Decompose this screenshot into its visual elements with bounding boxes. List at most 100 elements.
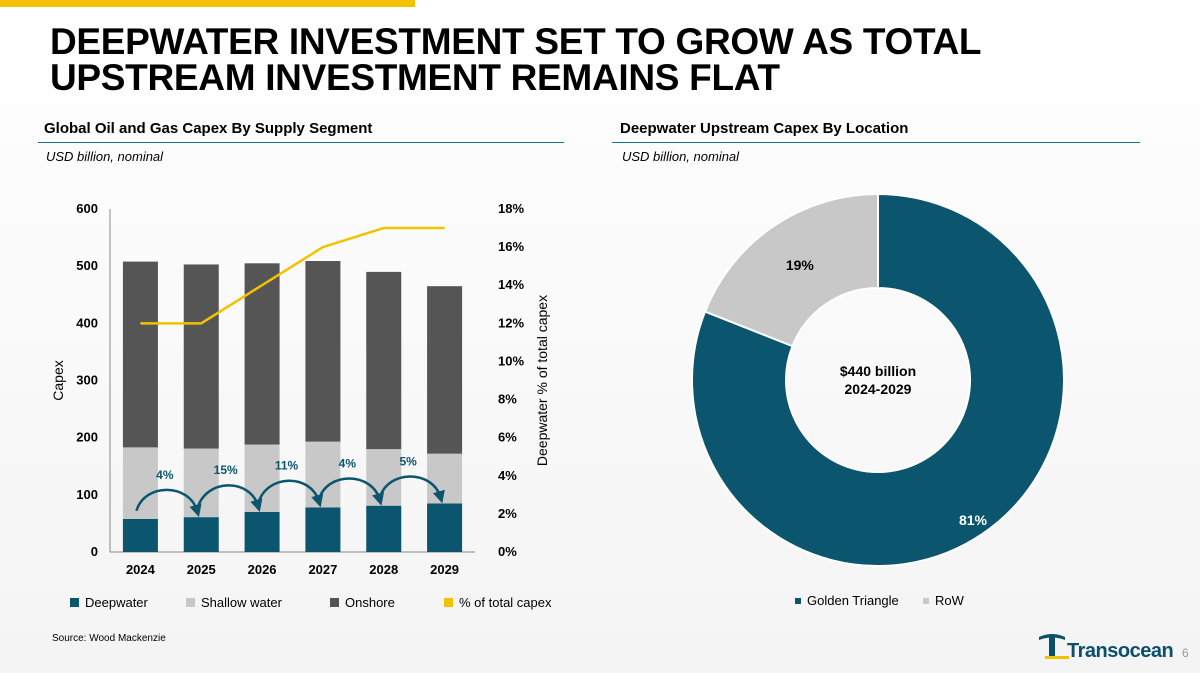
deepwater-location-donut-chart: 81% 19% $440 billion 2024-2029 xyxy=(691,192,1065,567)
y2-tick-label: 8% xyxy=(498,392,517,407)
growth-label: 5% xyxy=(399,454,417,468)
bar-chart-labels: 0 100 200 300 400 500 600 0% 2% 4% 6% 8% 10% 12% 14% 16… xyxy=(50,201,550,577)
x-tick-label: 2028 xyxy=(369,562,398,577)
x-tick-label: 2027 xyxy=(308,562,337,577)
donut-center-period: 2024-2029 xyxy=(845,381,912,397)
right-panel-rule xyxy=(612,142,1140,143)
growth-label: 15% xyxy=(214,463,238,477)
y2-tick-label: 14% xyxy=(498,277,524,292)
legend-swatch xyxy=(795,597,801,604)
transocean-logo-mark-icon xyxy=(1039,634,1069,659)
bar-deepwater-2025 xyxy=(183,517,219,552)
growth-arrow-2 xyxy=(196,484,263,512)
right-panel-subtitle: USD billion, nominal xyxy=(622,149,740,164)
bar-deepwater-2026 xyxy=(244,511,280,552)
bar-chart-percent-line xyxy=(140,226,445,325)
legend-item-onshore: Onshore xyxy=(330,595,395,610)
legend-label: % of total capex xyxy=(459,595,552,610)
bar-deepwater-2024 xyxy=(122,518,158,552)
title-line-2: UPSTREAM INVESTMENT REMAINS FLAT xyxy=(50,57,780,98)
y2-tick-label: 12% xyxy=(498,315,524,330)
legend-label: RoW xyxy=(935,593,964,608)
bar-onshore-2027 xyxy=(305,261,341,442)
transocean-logo: Transocean xyxy=(1035,628,1174,664)
bar-shallow-water-2028 xyxy=(366,449,402,506)
donut-slice-row xyxy=(703,192,879,348)
y-tick-label: 500 xyxy=(76,258,98,273)
right-panel-title: Deepwater Upstream Capex By Location xyxy=(620,120,909,137)
growth-arrow-4 xyxy=(317,477,385,506)
bar-shallow-water-2026 xyxy=(244,444,280,512)
bar-onshore-2028 xyxy=(366,271,402,450)
bar-deepwater-2029 xyxy=(427,503,463,552)
legend-label: Golden Triangle xyxy=(807,593,899,608)
legend-swatch xyxy=(330,598,339,607)
donut-slice-value-label: 81% xyxy=(959,512,988,528)
bar-onshore-2026 xyxy=(244,263,280,445)
bar-chart-bars xyxy=(122,261,463,552)
growth-arrow-3 xyxy=(256,479,324,508)
y2-tick-label: 18% xyxy=(498,201,524,216)
y2-axis-title: Deepwater % of total capex xyxy=(534,295,550,466)
logo-text: Transocean xyxy=(1067,640,1174,662)
legend-swatch xyxy=(70,598,79,607)
bar-onshore-2029 xyxy=(427,286,463,454)
legend-item--of-total-capex: % of total capex xyxy=(444,595,552,610)
legend-item-golden-triangle: Golden Triangle xyxy=(795,593,899,608)
left-panel-title: Global Oil and Gas Capex By Supply Segme… xyxy=(44,120,373,137)
bar-shallow-water-2024 xyxy=(122,447,158,519)
legend-item-deepwater: Deepwater xyxy=(70,595,148,610)
legend-swatch xyxy=(444,598,453,607)
legend-label: Shallow water xyxy=(201,595,282,610)
bar-onshore-2024 xyxy=(122,261,158,448)
bar-chart-axes xyxy=(109,209,475,553)
growth-label: 4% xyxy=(339,456,357,470)
legend-item-shallow-water: Shallow water xyxy=(186,595,282,610)
x-tick-label: 2024 xyxy=(126,562,156,577)
y2-tick-label: 2% xyxy=(498,506,517,521)
y-axis-title: Capex xyxy=(50,360,66,400)
y2-tick-label: 4% xyxy=(498,468,517,483)
left-panel-subtitle: USD billion, nominal xyxy=(46,149,164,164)
accent-top-bar xyxy=(0,0,415,7)
donut-slices xyxy=(691,192,1065,567)
capex-stacked-bar-chart: 0 100 200 300 400 500 600 0% 2% 4% 6% 8% 10% 12% 14% 16… xyxy=(50,201,550,577)
donut-slice-golden-triangle xyxy=(691,192,1065,567)
bar-onshore-2025 xyxy=(183,264,219,449)
y-tick-label: 200 xyxy=(76,430,98,445)
bar-deepwater-2027 xyxy=(305,507,341,552)
x-tick-label: 2026 xyxy=(248,562,277,577)
growth-arrow-1 xyxy=(135,488,202,518)
x-tick-label: 2025 xyxy=(187,562,216,577)
y2-tick-label: 16% xyxy=(498,239,524,254)
growth-label: 11% xyxy=(275,458,299,472)
y2-tick-label: 6% xyxy=(498,430,517,445)
y-tick-label: 600 xyxy=(76,201,98,216)
bar-shallow-water-2029 xyxy=(427,453,463,504)
y2-tick-label: 0% xyxy=(498,544,517,559)
donut-labels: 81% 19% $440 billion 2024-2029 xyxy=(786,257,988,528)
y-tick-label: 400 xyxy=(76,315,98,330)
legend-swatch xyxy=(923,597,929,604)
y2-tick-label: 10% xyxy=(498,353,524,368)
bar-chart-growth-arrows xyxy=(135,475,445,518)
donut-center-total: $440 billion xyxy=(840,363,916,379)
source-note: Source: Wood Mackenzie xyxy=(52,633,166,644)
legend-item-row: RoW xyxy=(923,593,964,608)
growth-arrow-5 xyxy=(378,475,445,504)
page-title: DEEPWATER INVESTMENT SET TO GROW AS TOTA… xyxy=(50,21,982,98)
donut-slice-value-label: 19% xyxy=(786,257,815,273)
y-tick-label: 100 xyxy=(76,487,98,502)
page-number: 6 xyxy=(1182,646,1189,660)
bar-deepwater-2028 xyxy=(366,505,402,552)
y-tick-label: 0 xyxy=(91,544,98,559)
percent-of-total-capex-line xyxy=(140,226,445,325)
left-panel-rule xyxy=(38,142,564,143)
x-tick-label: 2029 xyxy=(430,562,459,577)
y-tick-label: 300 xyxy=(76,373,98,388)
legend-label: Deepwater xyxy=(85,595,148,610)
title-line-1: DEEPWATER INVESTMENT SET TO GROW AS TOTA… xyxy=(50,21,982,62)
legend-swatch xyxy=(186,598,195,607)
legend-label: Onshore xyxy=(345,595,395,610)
bar-shallow-water-2025 xyxy=(183,448,219,518)
